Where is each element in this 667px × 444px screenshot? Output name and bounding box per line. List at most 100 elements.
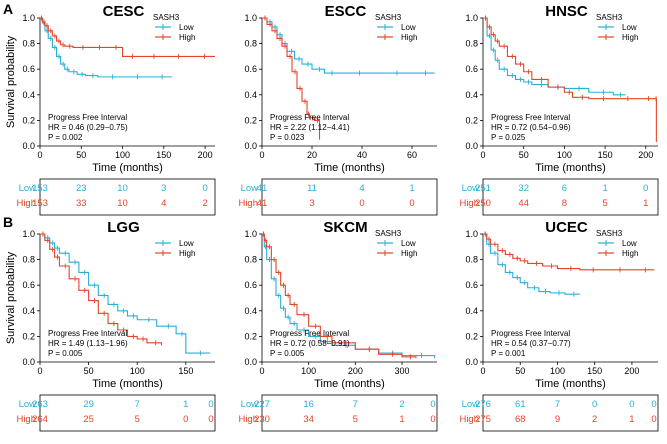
series-line-high — [262, 17, 321, 140]
chart-title: UCEC — [545, 219, 588, 236]
risk-row-label-low: Low — [462, 183, 480, 194]
stat-text: Progress Free Interval — [48, 113, 127, 122]
legend-label-low: Low — [622, 23, 637, 32]
stat-text: Progress Free Interval — [270, 329, 349, 338]
risk-count-high: 25 — [83, 414, 94, 425]
risk-row-label-high: High — [16, 198, 36, 209]
x-tick-label: 0 — [37, 150, 42, 160]
risk-row-label-low: Low — [19, 183, 37, 194]
y-tick-label: 0.8 — [465, 39, 478, 49]
y-tick-label: 0.2 — [244, 115, 257, 125]
stat-text: HR = 0.72 (0.54−0.96) — [491, 123, 571, 132]
x-tick-label: 0 — [480, 150, 485, 160]
risk-table-box — [261, 178, 438, 216]
risk-table-box — [482, 178, 659, 216]
risk-count-low: 32 — [518, 183, 529, 194]
x-tick-label: 200 — [624, 366, 639, 376]
y-tick-label: 0.6 — [22, 280, 35, 290]
risk-count-high: 250 — [475, 198, 491, 209]
legend-label-low: Low — [401, 23, 416, 32]
y-tick-label: 1.0 — [244, 229, 257, 239]
stat-text: P = 0.002 — [48, 133, 83, 142]
risk-table-box — [482, 394, 659, 432]
risk-count-low: 1 — [183, 399, 188, 410]
panel-letter-b: B — [3, 214, 13, 230]
stat-text: Progress Free Interval — [48, 329, 127, 338]
risk-count-high: 0 — [409, 198, 414, 209]
risk-count-high: 9 — [555, 414, 560, 425]
x-tick-label: 150 — [598, 150, 613, 160]
x-tick-label: 20 — [307, 150, 317, 160]
risk-count-low: 7 — [353, 399, 358, 410]
risk-count-high: 153 — [32, 198, 48, 209]
y-tick-label: 0.0 — [244, 141, 257, 151]
risk-count-low: 0 — [651, 399, 656, 410]
chart-title: HNSC — [545, 3, 588, 20]
y-tick-label: 0.8 — [22, 255, 35, 265]
series-line-high — [483, 17, 657, 143]
y-tick-label: 0.4 — [465, 306, 478, 316]
risk-row-label-high: High — [238, 414, 258, 425]
y-tick-label: 0.4 — [244, 90, 257, 100]
x-tick-label: 100 — [557, 150, 572, 160]
legend-title: SASH3 — [596, 13, 623, 22]
risk-count-low: 4 — [359, 183, 364, 194]
risk-row-label-high: High — [16, 414, 36, 425]
chart-title: CESC — [103, 3, 145, 20]
risk-count-low: 41 — [257, 183, 268, 194]
x-tick-label: 50 — [519, 150, 529, 160]
stat-text: Progress Free Interval — [270, 113, 349, 122]
stat-text: P = 0.023 — [270, 133, 305, 142]
risk-count-low: 0 — [202, 183, 207, 194]
chart-title: ESCC — [325, 3, 367, 20]
risk-row-label-low: Low — [462, 399, 480, 410]
risk-count-high: 33 — [76, 198, 87, 209]
x-tick-label: 100 — [115, 150, 130, 160]
risk-count-low: 2 — [399, 399, 404, 410]
stat-text: Progress Free Interval — [491, 329, 570, 338]
x-tick-label: 50 — [76, 150, 86, 160]
risk-count-low: 16 — [303, 399, 314, 410]
x-tick-label: 200 — [198, 150, 213, 160]
x-tick-label: 100 — [550, 366, 565, 376]
legend-label-high: High — [622, 249, 638, 258]
y-tick-label: 1.0 — [465, 229, 478, 239]
risk-count-high: 0 — [208, 414, 213, 425]
x-tick-label: 300 — [394, 366, 409, 376]
risk-count-high: 5 — [135, 414, 140, 425]
risk-count-high: 5 — [353, 414, 358, 425]
legend-title: SASH3 — [375, 13, 402, 22]
y-tick-label: 1.0 — [465, 13, 478, 23]
risk-count-high: 275 — [475, 414, 491, 425]
x-tick-label: 150 — [178, 366, 193, 376]
series-line-low — [483, 233, 580, 295]
chart-title: SKCM — [323, 219, 367, 236]
y-tick-label: 1.0 — [22, 13, 35, 23]
y-tick-label: 1.0 — [244, 13, 257, 23]
chart-title: LGG — [107, 219, 140, 236]
risk-count-low: 23 — [76, 183, 87, 194]
stat-text: HR = 2.22 (1.12−4.41) — [270, 123, 350, 132]
legend-title: SASH3 — [153, 13, 180, 22]
y-tick-label: 0.6 — [465, 64, 478, 74]
risk-table-box — [39, 178, 216, 216]
y-tick-label: 0.2 — [465, 331, 478, 341]
y-tick-label: 0.0 — [465, 141, 478, 151]
y-tick-label: 0.2 — [244, 331, 257, 341]
risk-count-low: 276 — [475, 399, 491, 410]
y-tick-label: 0.4 — [22, 90, 35, 100]
x-axis-label: Time (months) — [92, 162, 163, 174]
x-tick-label: 150 — [587, 366, 602, 376]
risk-count-low: 251 — [475, 183, 491, 194]
risk-row-label-high: High — [238, 198, 258, 209]
risk-row-label-low: Low — [19, 399, 37, 410]
legend-label-high: High — [401, 33, 417, 42]
risk-count-low: 153 — [32, 183, 48, 194]
legend-label-low: Low — [622, 239, 637, 248]
legend-label-high: High — [179, 249, 195, 258]
y-tick-label: 0.8 — [465, 255, 478, 265]
